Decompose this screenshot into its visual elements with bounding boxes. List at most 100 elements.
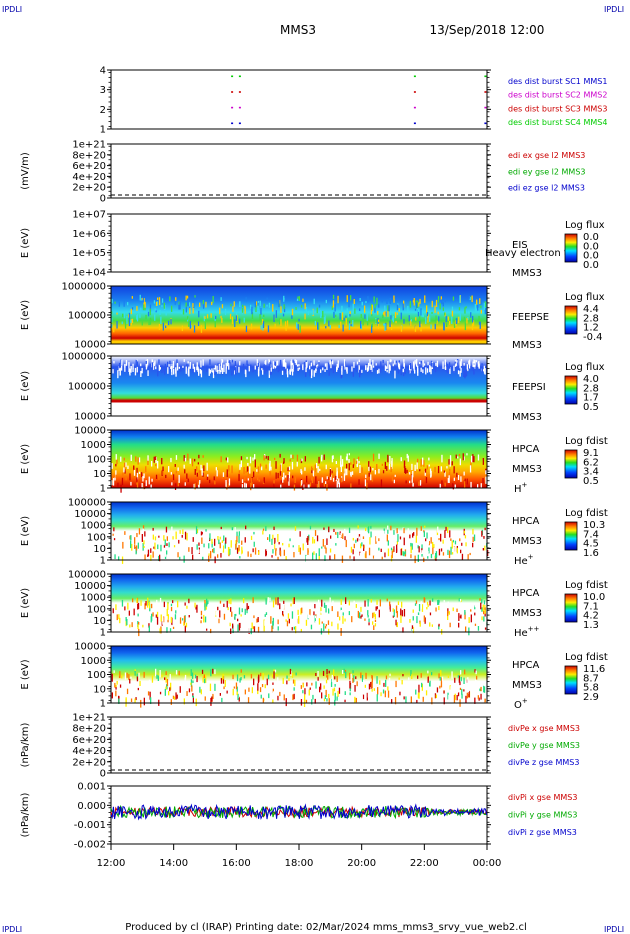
spectrogram-speck	[260, 694, 262, 699]
spectrogram-speck	[209, 369, 211, 374]
spectrogram-speck	[328, 320, 330, 327]
spectrogram-speck	[156, 674, 158, 679]
spectrogram-speck	[130, 698, 133, 702]
y-tick-label: 1000	[81, 656, 106, 667]
spectrogram-speck	[471, 532, 473, 539]
spectrogram-speck	[395, 320, 397, 324]
spectrogram-speck	[212, 548, 214, 553]
spectrogram-speck	[336, 480, 338, 489]
spectrogram-speck	[170, 616, 172, 623]
spectrogram-speck	[211, 538, 213, 544]
spectrogram-speck	[129, 473, 131, 481]
spectrogram-speck	[478, 363, 480, 369]
spectrogram-speck	[199, 369, 202, 374]
spectrogram-speck	[270, 616, 272, 624]
spectrogram-speck	[384, 310, 386, 317]
spectrogram-speck	[163, 369, 165, 373]
spectrogram-speck	[396, 540, 398, 545]
spectrogram-speck	[292, 679, 295, 684]
spectrogram-speck	[231, 465, 233, 474]
spectrogram-speck	[138, 370, 140, 374]
spectrogram-speck	[305, 306, 307, 312]
spectrogram-speck	[401, 610, 403, 617]
spectrogram-speck	[437, 526, 439, 533]
spectrogram-speck	[472, 363, 474, 371]
spectrogram-speck	[236, 691, 238, 696]
spectrogram-speck	[435, 694, 437, 698]
burst-marker	[484, 122, 487, 125]
spectrogram-speck	[424, 525, 426, 528]
spectrogram-speck	[168, 364, 170, 367]
spectrogram-speck	[415, 600, 418, 604]
spectrogram-speck	[371, 675, 373, 682]
spectrogram-speck	[213, 367, 215, 372]
spectrogram-speck	[191, 697, 193, 705]
spectrogram-speck	[126, 365, 128, 372]
spectrogram-speck	[295, 307, 297, 310]
spectrogram-speck	[188, 547, 190, 552]
spectrogram-speck	[324, 695, 326, 699]
spectrogram-speck	[165, 676, 167, 683]
spectrogram-speck	[269, 534, 271, 542]
spectrogram-speck	[189, 458, 191, 464]
spectrogram-speck	[361, 301, 363, 306]
spectrogram-speck	[414, 369, 416, 374]
spectrogram-speck	[206, 628, 208, 631]
spectrogram-speck	[390, 315, 392, 320]
spectrogram-speck	[390, 555, 393, 562]
spectrogram-speck	[194, 675, 196, 683]
spectrogram-speck	[348, 299, 350, 308]
spectrogram-speck	[183, 535, 185, 539]
spectrogram-speck	[139, 314, 141, 318]
spectrogram-speck	[446, 323, 448, 327]
spectrogram-speck	[167, 367, 169, 374]
spectrogram-speck	[354, 696, 356, 703]
spectrogram-speck	[429, 622, 431, 627]
spectrogram-speck	[477, 695, 479, 700]
spectrogram-speck	[397, 366, 400, 374]
spectrogram-speck	[309, 365, 311, 370]
spectrogram-speck	[260, 325, 262, 330]
spectrogram-speck	[220, 297, 222, 301]
spectrogram-speck	[374, 307, 376, 313]
spectrogram-speck	[448, 550, 451, 559]
spectrogram-speck	[318, 618, 321, 625]
spectrogram-speck	[290, 364, 292, 372]
spectrogram-speck	[332, 688, 334, 696]
spectrogram-speck	[382, 689, 385, 694]
spectrogram-speck	[467, 689, 470, 692]
spectrogram-speck	[118, 676, 121, 679]
spectrogram-speck	[321, 456, 323, 462]
spectrogram-speck	[386, 534, 388, 542]
spectrogram-speck	[461, 542, 463, 546]
spectrogram-speck	[136, 481, 138, 485]
spectrogram-speck	[374, 623, 377, 627]
y-tick-label: 100000	[68, 570, 106, 581]
spectrogram-speck	[263, 623, 265, 632]
spectrogram-speck	[273, 365, 275, 368]
spectrogram-speck	[458, 454, 461, 457]
spectrogram-speck	[483, 302, 485, 310]
spectrogram-speck	[147, 457, 149, 465]
spectrogram-speck	[151, 359, 153, 363]
spectrogram-speck	[375, 319, 377, 324]
spectrogram-speck	[201, 537, 203, 544]
spectrogram-speck	[312, 309, 314, 315]
spectrogram-speck	[475, 360, 478, 363]
spectrogram-speck	[314, 604, 316, 609]
spectrogram-speck	[273, 526, 275, 530]
spectrogram-speck	[161, 305, 163, 308]
spectrogram-speck	[221, 697, 223, 703]
spectrogram-speck	[267, 456, 269, 461]
species-charge: ++	[528, 625, 540, 633]
spectrogram-speck	[460, 670, 462, 675]
spectrogram-speck	[253, 678, 255, 686]
spectrogram-speck	[456, 608, 458, 612]
spectrogram-speck	[469, 552, 471, 556]
colorbar-tick-label: 1.3	[583, 620, 599, 631]
spectrogram-speck	[287, 475, 289, 482]
spectrogram-speck	[238, 473, 240, 482]
y-tick-label: 0.001	[77, 782, 106, 793]
